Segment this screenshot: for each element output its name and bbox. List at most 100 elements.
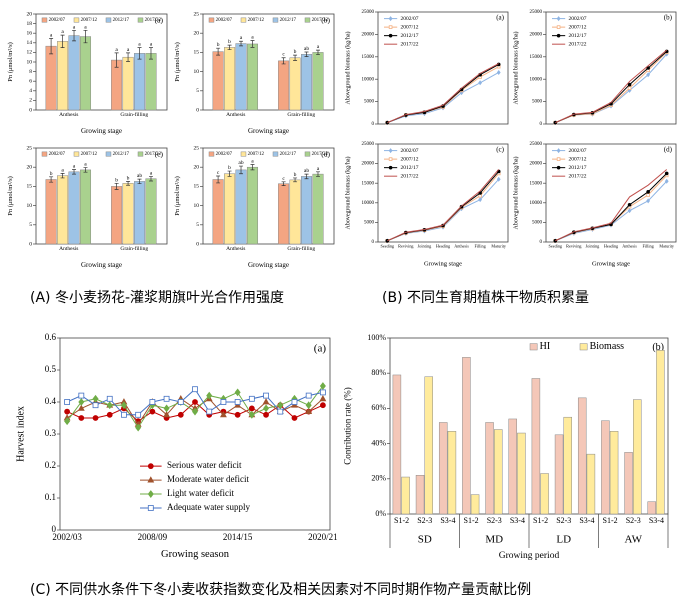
bar	[438, 422, 448, 515]
y-tick-label: 15	[194, 184, 200, 190]
legend-marker	[388, 25, 393, 29]
error-bar	[227, 44, 232, 51]
bar	[540, 473, 549, 515]
y-tick-label: 0.3	[45, 428, 57, 438]
legend-marker	[556, 148, 561, 154]
y-tick-label: 15000	[362, 181, 375, 186]
x-tick-label: S3-4	[440, 516, 455, 525]
x-tick-label: S3-4	[579, 516, 594, 525]
legend-swatch	[73, 17, 80, 23]
y-axis-title: Pn (μmol/m²/s)	[7, 176, 14, 216]
y-tick-label: 10000	[530, 201, 543, 206]
marker	[277, 401, 284, 410]
x-axis-title: Growing stage	[592, 260, 630, 267]
significance-letter: c	[217, 170, 220, 176]
x-tick-label: S2-3	[556, 516, 571, 525]
marker	[277, 408, 284, 415]
series-line	[387, 171, 500, 242]
y-tick-label: 25000	[530, 142, 543, 147]
error-bar	[216, 175, 221, 184]
y-tick-label: 25	[194, 11, 200, 17]
y-tick-label: 10	[194, 69, 200, 75]
x-tick-label: 2014/15	[223, 532, 253, 542]
bar	[424, 376, 433, 515]
bar	[415, 475, 425, 515]
panel-label: (c)	[155, 149, 164, 158]
legend-marker	[388, 16, 393, 22]
marker	[496, 176, 501, 182]
bar	[224, 173, 236, 245]
y-tick-label: 5	[196, 88, 199, 94]
x-tick-label: Anthesis	[622, 243, 637, 248]
bar	[79, 169, 92, 245]
legend-marker	[556, 16, 561, 22]
legend-label: Adequate water supply	[167, 502, 250, 512]
marker	[206, 408, 213, 415]
y-tick-label: 25000	[362, 142, 375, 147]
bar	[134, 181, 146, 245]
marker	[319, 382, 326, 390]
y-axis-title: Aboveground biomass (kg/ha)	[512, 32, 519, 105]
marker	[92, 394, 99, 403]
marker	[220, 399, 227, 405]
x-tick-label: Filling	[475, 243, 487, 248]
bar	[68, 35, 80, 111]
error-bar	[72, 29, 77, 42]
y-tick-label: 5000	[364, 221, 375, 226]
error-bar	[72, 169, 77, 175]
legend-swatch	[41, 17, 48, 23]
x-tick-label: Jointing	[418, 243, 432, 248]
marker	[177, 411, 184, 418]
y-axis-title: Pn (μmol/m²/s)	[174, 42, 181, 82]
significance-letter: a	[61, 29, 64, 35]
error-bar	[126, 52, 131, 62]
bar	[447, 431, 457, 515]
error-bar	[315, 171, 320, 177]
significance-letter: a	[240, 35, 243, 41]
y-tick-label: 2	[29, 98, 32, 104]
significance-letter: ab	[304, 46, 309, 52]
legend-label: 2012/17	[401, 33, 419, 39]
significance-letter: a	[50, 32, 53, 38]
legend-swatch	[208, 17, 215, 23]
x-tick-label: Jointing	[586, 243, 600, 248]
x-tick-label: 2002/03	[52, 532, 82, 542]
significance-letter: b	[294, 172, 297, 178]
bar	[134, 53, 146, 111]
plot-frame	[35, 147, 168, 245]
x-tick-label: Anthesis	[454, 243, 469, 248]
y-tick-label: 20	[27, 11, 33, 17]
legend-swatch	[105, 151, 112, 157]
error-bar	[315, 49, 320, 56]
y-tick-label: 10000	[362, 201, 375, 206]
marker	[206, 391, 213, 400]
legend-swatch	[137, 151, 144, 157]
marker	[248, 405, 255, 412]
marker	[135, 423, 142, 432]
error-bar	[83, 29, 88, 44]
bar	[301, 54, 313, 111]
legend-label: 2002/07	[49, 152, 66, 157]
marker	[646, 72, 651, 78]
legend-swatch	[272, 151, 279, 157]
y-tick-label: 25	[194, 145, 200, 151]
marker	[234, 411, 241, 418]
bar	[212, 51, 224, 111]
marker	[135, 411, 142, 418]
bar	[246, 43, 259, 111]
x-tick-label: Grain-filling	[120, 245, 148, 252]
x-tick-label: Anthesis	[59, 112, 78, 118]
error-bar	[239, 165, 244, 175]
x-tick-label: Heading	[604, 243, 619, 248]
significance-letter: a	[138, 42, 141, 48]
x-tick-label: Maturity	[659, 243, 675, 248]
y-tick-label: 0.1	[45, 492, 56, 502]
x-axis-title: Growing stage	[424, 260, 462, 267]
significance-letter: ab	[137, 173, 142, 179]
error-bar	[60, 34, 65, 48]
error-bar	[281, 181, 286, 186]
bar	[235, 169, 247, 245]
marker	[191, 407, 199, 416]
series-line	[555, 175, 668, 242]
significance-letter: a	[84, 162, 87, 168]
